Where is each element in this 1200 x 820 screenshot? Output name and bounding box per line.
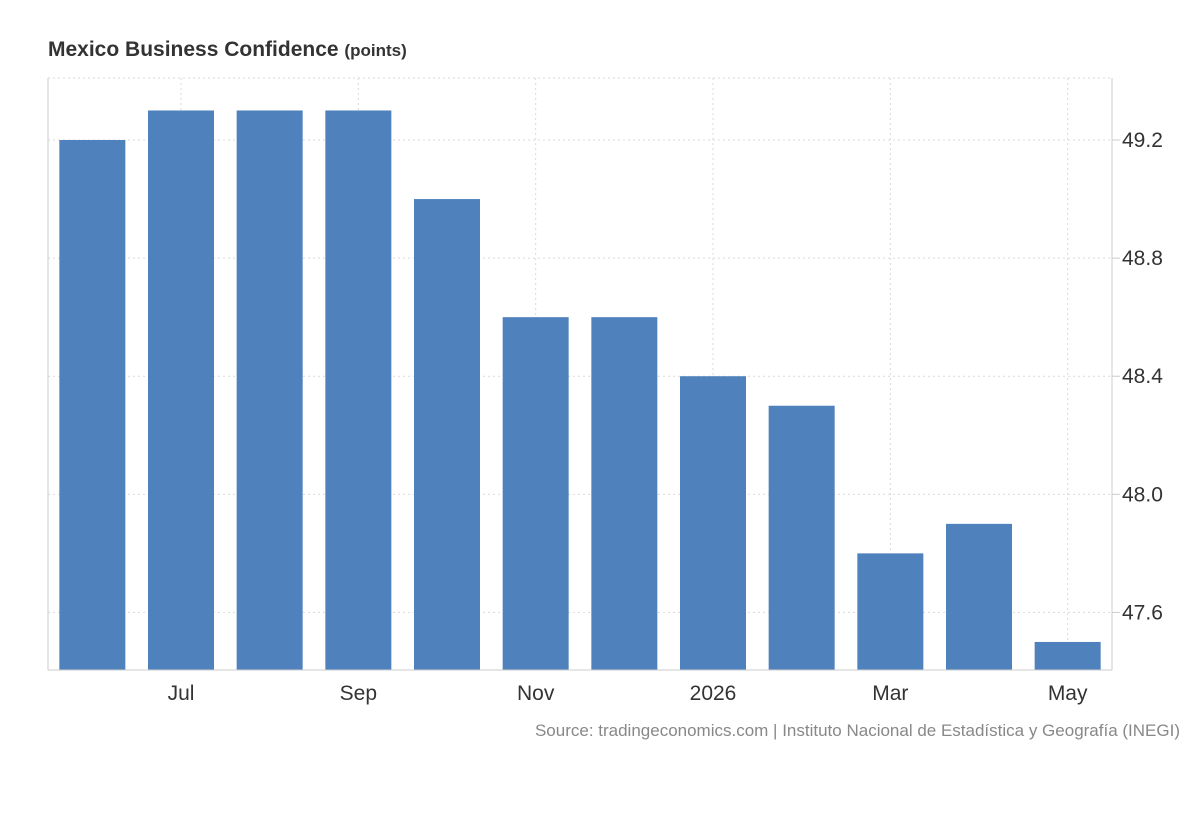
bar [59, 140, 126, 670]
bar [768, 405, 835, 670]
y-tick-label: 49.2 [1122, 129, 1163, 152]
bar-layer [59, 110, 1101, 670]
chart-title-text: Mexico Business Confidence [48, 38, 339, 61]
bar [148, 110, 214, 670]
y-tick-label: 48.0 [1122, 483, 1163, 506]
chart-title: Mexico Business Confidence (points) [48, 38, 407, 62]
x-tick-label: Mar [872, 682, 908, 705]
bar [857, 553, 924, 670]
bar [591, 317, 658, 670]
bar [946, 523, 1012, 670]
bar [502, 317, 569, 670]
x-tick-label: Nov [517, 682, 555, 705]
bar [236, 110, 303, 670]
tick-layer: 49.2 48.8 48.4 48.0 47.6 Jul Sep Nov 2026 Mar May [168, 129, 1164, 705]
chart-unit: (points) [344, 41, 407, 60]
bar [325, 110, 392, 670]
axis-layer [47, 78, 1120, 671]
bar [680, 376, 746, 670]
source-note: Source: tradingeconomics.com | Instituto… [534, 721, 1180, 740]
x-tick-label: Sep [340, 682, 377, 705]
bar [414, 199, 480, 670]
x-tick-label: Jul [168, 682, 195, 705]
x-tick-label: 2026 [690, 682, 737, 705]
y-tick-label: 48.8 [1122, 247, 1163, 270]
bar [1034, 641, 1101, 670]
grid-layer [48, 77, 1112, 670]
x-tick-label: May [1048, 682, 1088, 705]
y-tick-label: 48.4 [1122, 365, 1163, 388]
y-tick-label: 47.6 [1122, 601, 1163, 624]
